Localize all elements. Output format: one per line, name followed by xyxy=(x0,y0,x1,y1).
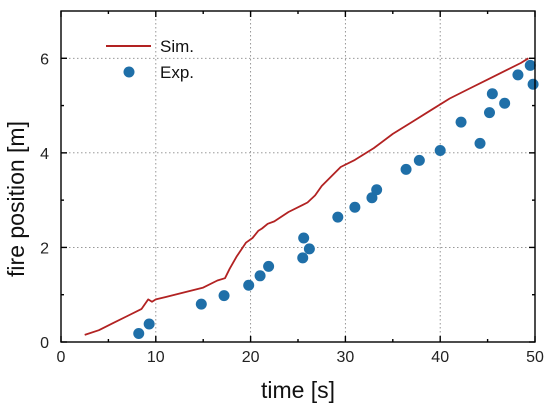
exp-point xyxy=(263,260,275,272)
exp-point xyxy=(512,69,524,81)
legend-exp-marker xyxy=(123,66,135,78)
exp-point xyxy=(527,78,539,90)
y-tick-label: 4 xyxy=(40,146,49,163)
x-tick-label: 40 xyxy=(431,349,449,366)
sim-series xyxy=(84,57,529,336)
exp-point xyxy=(243,279,255,291)
exp-point xyxy=(303,243,315,255)
x-tick-label: 10 xyxy=(147,349,165,366)
exp-point xyxy=(133,327,145,339)
y-tick-label: 6 xyxy=(40,51,49,68)
y-tick-label: 2 xyxy=(40,240,49,257)
exp-point xyxy=(332,211,344,223)
x-tick-label: 20 xyxy=(242,349,260,366)
legend: Sim. Exp. xyxy=(106,37,194,82)
x-tick-label: 0 xyxy=(57,349,66,366)
exp-point xyxy=(371,184,383,196)
exp-point xyxy=(499,97,511,109)
exp-point xyxy=(366,192,378,204)
legend-sim-label: Sim. xyxy=(160,37,194,56)
legend-exp-label: Exp. xyxy=(160,63,194,82)
exp-point xyxy=(349,201,361,213)
y-tick-label: 0 xyxy=(40,335,49,352)
exp-series xyxy=(133,59,539,339)
exp-point xyxy=(474,137,486,149)
x-tick-label: 30 xyxy=(337,349,355,366)
sim-line xyxy=(84,57,529,336)
grid xyxy=(61,11,535,342)
exp-point xyxy=(413,154,425,166)
exp-point xyxy=(195,298,207,310)
exp-point xyxy=(298,232,310,244)
exp-point xyxy=(486,88,498,100)
exp-point xyxy=(254,270,266,282)
exp-point xyxy=(297,252,309,264)
exp-point xyxy=(143,318,155,330)
exp-point xyxy=(434,144,446,156)
exp-point xyxy=(400,163,412,175)
tick-labels: 0 10 20 30 40 50 0 2 4 6 xyxy=(40,51,544,366)
x-axis-title: time [s] xyxy=(261,377,335,403)
exp-point xyxy=(218,290,230,302)
y-axis-title: fire position [m] xyxy=(3,121,29,277)
ticks xyxy=(60,11,536,343)
x-tick-label: 50 xyxy=(526,349,544,366)
exp-point xyxy=(455,116,467,128)
exp-point xyxy=(483,107,495,119)
plot-frame xyxy=(60,10,536,343)
exp-point xyxy=(524,59,536,71)
